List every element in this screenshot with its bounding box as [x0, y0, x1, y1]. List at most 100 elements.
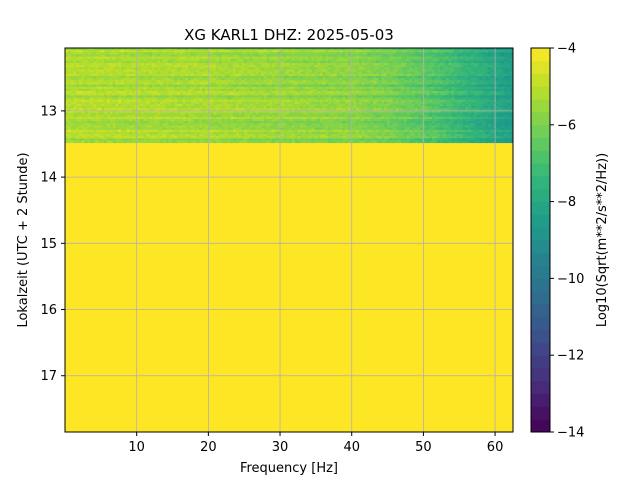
heatmap-cell: [333, 106, 337, 109]
heatmap-cell: [272, 108, 276, 111]
heatmap-cell: [342, 71, 346, 75]
heatmap-cell: [235, 86, 239, 90]
heatmap-cell: [221, 93, 225, 96]
heatmap-cell: [280, 80, 284, 83]
heatmap-cell: [294, 82, 298, 85]
heatmap-cell: [109, 82, 113, 85]
heatmap-cell: [112, 75, 116, 79]
heatmap-cell: [247, 71, 251, 75]
heatmap-cell: [79, 88, 83, 92]
heatmap-cell: [90, 108, 94, 111]
heatmap-cell: [252, 103, 256, 107]
heatmap-cell: [182, 63, 186, 66]
heatmap-cell: [426, 65, 430, 68]
heatmap-cell: [104, 67, 108, 70]
heatmap-cell: [406, 99, 410, 103]
heatmap-cell: [154, 95, 158, 98]
heatmap-cell: [395, 71, 399, 75]
heatmap-cell: [84, 73, 88, 77]
heatmap-cell: [398, 80, 402, 83]
heatmap-cell: [238, 78, 242, 81]
heatmap-cell: [115, 58, 119, 62]
heatmap-cell: [325, 69, 329, 73]
heatmap-cell: [490, 56, 494, 60]
heatmap-cell: [104, 110, 108, 113]
heatmap-cell: [415, 93, 419, 96]
heatmap-cell: [412, 52, 416, 55]
heatmap-cell: [112, 114, 116, 118]
heatmap-cell: [445, 50, 449, 53]
heatmap-cell: [297, 69, 301, 73]
heatmap-cell: [325, 67, 329, 70]
heatmap-cell: [269, 106, 273, 109]
heatmap-cell: [415, 91, 419, 94]
heatmap-cell: [423, 110, 427, 113]
heatmap-cell: [311, 82, 315, 85]
heatmap-cell: [101, 110, 105, 113]
heatmap-cell: [378, 110, 382, 113]
heatmap-cell: [247, 108, 251, 111]
heatmap-cell: [333, 84, 337, 88]
heatmap-cell: [490, 54, 494, 58]
heatmap-cell: [370, 103, 374, 107]
heatmap-cell: [389, 63, 393, 66]
heatmap-cell: [496, 80, 500, 83]
heatmap-cell: [289, 58, 293, 62]
heatmap-cell: [272, 73, 276, 77]
heatmap-cell: [121, 110, 125, 113]
heatmap-cell: [496, 93, 500, 96]
heatmap-cell: [291, 106, 295, 109]
heatmap-cell: [104, 71, 108, 75]
heatmap-cell: [336, 86, 340, 90]
heatmap-cell: [476, 69, 480, 73]
heatmap-cell: [157, 84, 161, 88]
heatmap-cell: [384, 101, 388, 105]
heatmap-cell: [507, 97, 511, 101]
heatmap-cell: [95, 52, 99, 55]
heatmap-cell: [347, 80, 351, 83]
heatmap-cell: [325, 93, 329, 96]
heatmap-cell: [286, 60, 290, 64]
heatmap-cell: [440, 112, 444, 116]
heatmap-cell: [244, 50, 248, 53]
heatmap-cell: [499, 106, 503, 109]
heatmap-cell: [342, 78, 346, 81]
heatmap-cell: [308, 103, 312, 107]
heatmap-cell: [277, 93, 281, 96]
heatmap-cell: [468, 67, 472, 70]
heatmap-cell: [468, 48, 472, 51]
heatmap-cell: [350, 82, 354, 85]
heatmap-cell: [308, 95, 312, 98]
heatmap-cell: [417, 108, 421, 111]
heatmap-cell: [269, 75, 273, 79]
heatmap-cell: [247, 50, 251, 53]
heatmap-cell: [137, 48, 141, 51]
heatmap-cell: [230, 50, 234, 53]
heatmap-cell: [499, 95, 503, 98]
heatmap-cell: [403, 112, 407, 116]
heatmap-cell: [317, 84, 321, 88]
heatmap-cell: [118, 97, 122, 101]
heatmap-cell: [244, 110, 248, 113]
heatmap-cell: [331, 56, 335, 60]
heatmap-cell: [112, 95, 116, 98]
heatmap-cell: [370, 106, 374, 109]
heatmap-cell: [331, 50, 335, 53]
heatmap-cell: [496, 88, 500, 92]
heatmap-cell: [269, 108, 273, 111]
heatmap-cell: [70, 75, 74, 79]
heatmap-cell: [347, 82, 351, 85]
heatmap-cell: [123, 86, 127, 90]
heatmap-cell: [454, 110, 458, 113]
heatmap-cell: [482, 69, 486, 73]
heatmap-cell: [185, 71, 189, 75]
heatmap-cell: [465, 80, 469, 83]
heatmap-cell: [202, 103, 206, 107]
heatmap-cell: [322, 101, 326, 105]
heatmap-cell: [247, 86, 251, 90]
heatmap-cell: [241, 112, 245, 116]
heatmap-cell: [157, 106, 161, 109]
heatmap-cell: [381, 75, 385, 79]
heatmap-cell: [249, 63, 253, 66]
heatmap-cell: [193, 78, 197, 81]
